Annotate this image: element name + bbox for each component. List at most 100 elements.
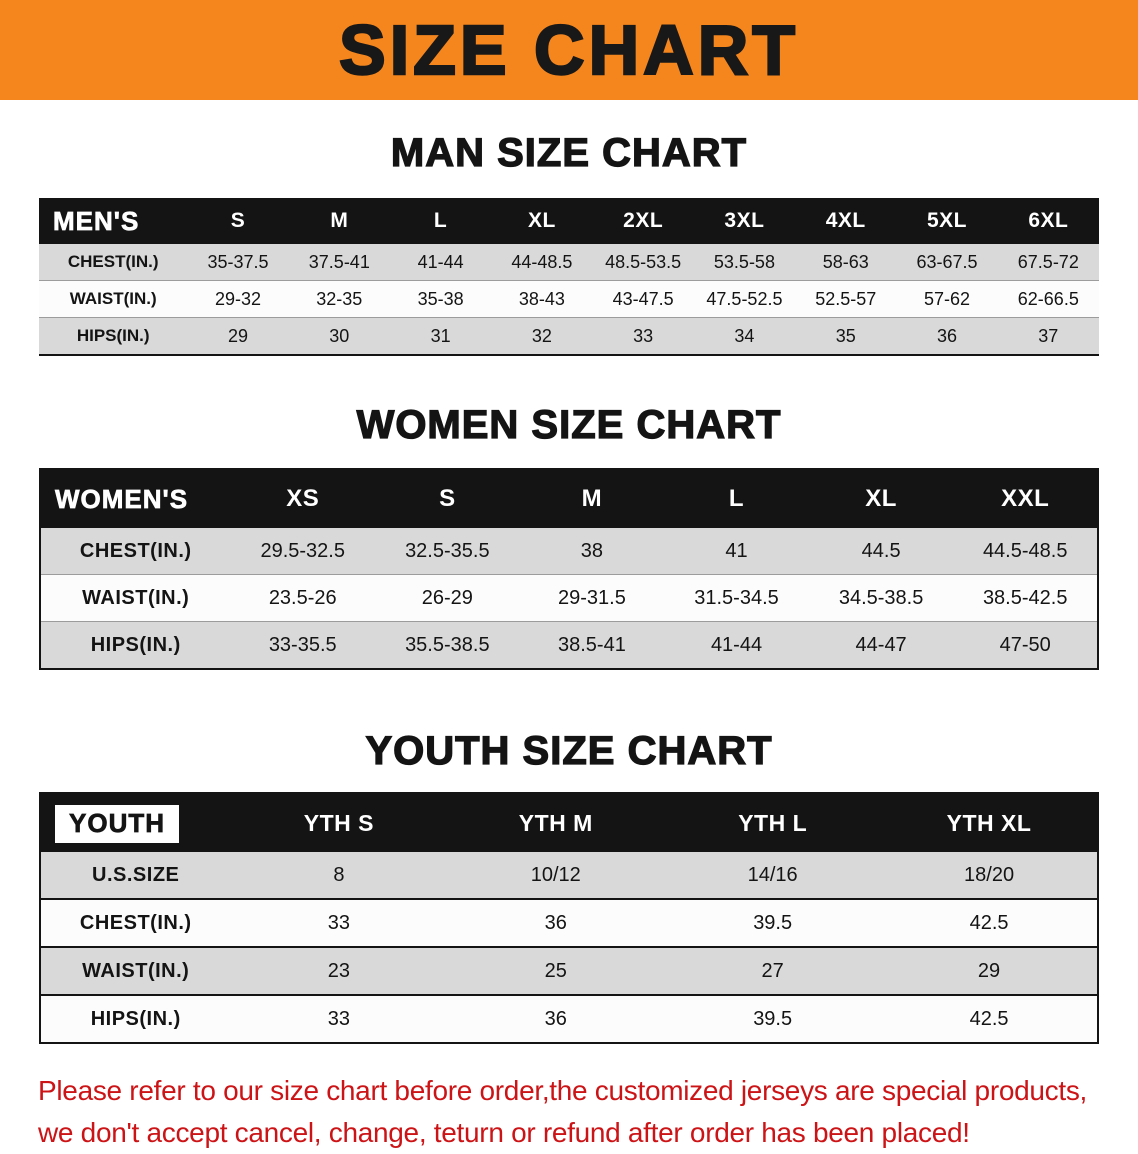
men-chest-in-label: CHEST(IN.) [39, 244, 188, 281]
youth-row-u-s-size: U.S.SIZE 8 10/12 14/16 18/20 [40, 852, 1098, 900]
youth-waist-in-label: WAIST(IN.) [40, 947, 231, 996]
youth-size-header-yth-xl: YTH XL [946, 809, 1032, 836]
women-size-header-xxl: XXL [1001, 485, 1050, 512]
youth-hips-in-yth-l: 39.5 [753, 1007, 793, 1030]
women-waist-in-xxl: 38.5-42.5 [953, 574, 1098, 622]
women-size-header-m: M [581, 485, 603, 512]
youth-chest-in-yth-m: 36 [447, 899, 665, 948]
men-waist-in-xl: 38-43 [491, 280, 593, 318]
men-hips-in-m: 30 [329, 325, 350, 346]
men-waist-in-m: 32-35 [288, 280, 390, 318]
women-chest-in-label: CHEST(IN.) [40, 528, 231, 575]
youth-u-s-size-yth-xl: 18/20 [881, 852, 1098, 900]
men-hips-in-3xl: 34 [734, 325, 755, 346]
men-chest-in-3xl: 53.5-58 [693, 244, 796, 281]
youth-size-header-yth-l: YTH L [738, 809, 808, 836]
youth-section-heading: YOUTH SIZE CHART [365, 728, 773, 773]
women-chest-in-l: 41 [664, 528, 809, 575]
youth-size-table: YOUTH YTH S YTH M YTH L YTH XL U.S.SIZE 8 10/12… [39, 792, 1099, 1044]
youth-row-hips-in: HIPS(IN.) 33 36 39.5 42.5 [40, 995, 1098, 1043]
women-size-header-xs: XS [286, 485, 320, 512]
page-title: SIZE CHART [338, 11, 799, 89]
youth-u-s-size-label: U.S.SIZE [40, 852, 231, 900]
men-hips-in-xl: 32 [531, 325, 552, 346]
men-corner-label: MEN'S [53, 205, 140, 236]
women-header-row: WOMEN'S XS S M L XL XXL [40, 469, 1098, 528]
youth-waist-in-yth-s: 23 [230, 947, 448, 996]
youth-waist-in-yth-l: 27 [664, 947, 882, 996]
men-waist-in-s: 29-32 [187, 280, 289, 318]
women-hips-in-xs: 33-35.5 [268, 633, 337, 656]
women-hips-in-xxl: 47-50 [999, 633, 1051, 656]
men-row-waist-in: WAIST(IN.) 29-32 32-35 35-38 38-43 43-47.5 47.… [39, 280, 1099, 318]
women-waist-in-xl: 34.5-38.5 [808, 574, 954, 622]
women-waist-in-xs: 23.5-26 [230, 574, 376, 622]
men-size-header-5xl: 5XL [926, 209, 967, 232]
footer-notice: Please refer to our size chart before or… [38, 1070, 1100, 1154]
women-hips-in-label: HIPS(IN.) [90, 633, 181, 656]
men-chest-in-m: 37.5-41 [288, 244, 390, 281]
women-hips-in-s: 35.5-38.5 [405, 633, 490, 656]
men-size-table: MEN'S S M L XL 2XL 3XL 4XL 5XL 6XL CHEST(IN.) 35-37… [39, 198, 1099, 356]
women-chest-in-xxl: 44.5-48.5 [953, 528, 1098, 575]
youth-hips-in-label: HIPS(IN.) [90, 1007, 181, 1030]
men-waist-in-3xl: 47.5-52.5 [693, 280, 796, 318]
notice-line-1: Please refer to our size chart before or… [38, 1075, 1088, 1106]
youth-row-chest-in: CHEST(IN.) 33 36 39.5 42.5 [40, 899, 1098, 948]
youth-u-s-size-yth-l: 14/16 [664, 852, 882, 900]
women-row-hips-in: HIPS(IN.) 33-35.5 35.5-38.5 38.5-41 41-44 44-… [40, 621, 1098, 669]
men-waist-in-5xl: 57-62 [896, 280, 998, 318]
men-hips-in-5xl: 36 [936, 325, 958, 346]
men-hips-in-2xl: 33 [633, 325, 654, 346]
men-waist-in-l: 35-38 [389, 280, 492, 318]
youth-chest-in-yth-l: 39.5 [664, 899, 882, 948]
men-chest-in-6xl: 67.5-72 [997, 244, 1099, 281]
youth-hips-in-yth-m: 36 [544, 1007, 567, 1030]
men-size-section: MAN SIZE CHART MEN'S S M L XL 2XL 3XL 4XL 5XL 6XL… [0, 130, 1138, 356]
youth-waist-in-yth-m: 25 [447, 947, 665, 996]
youth-u-s-size-yth-m: 10/12 [447, 852, 665, 900]
women-chest-in-s: 32.5-35.5 [375, 528, 520, 575]
men-size-header-3xl: 3XL [724, 209, 765, 232]
men-size-header-6xl: 6XL [1028, 209, 1069, 232]
men-size-header-l: L [433, 209, 448, 232]
women-corner-label: WOMEN'S [55, 483, 189, 514]
women-size-header-xl: XL [865, 485, 897, 512]
youth-size-section: YOUTH SIZE CHART YOUTH YTH S YTH M YTH L YTH… [0, 728, 1138, 1044]
men-size-header-m: M [330, 209, 349, 232]
men-chest-in-s: 35-37.5 [187, 244, 289, 281]
youth-chest-in-yth-xl: 42.5 [881, 899, 1098, 948]
notice-line-2: we don't accept cancel, change, teturn o… [38, 1117, 970, 1148]
men-row-hips-in: HIPS(IN.) 29 30 31 32 33 34 35 36 37 [39, 317, 1099, 355]
women-row-waist-in: WAIST(IN.) 23.5-26 26-29 29-31.5 31.5-34.5 34… [40, 574, 1098, 622]
women-size-header-s: S [439, 485, 456, 512]
men-size-header-4xl: 4XL [825, 209, 866, 232]
banner: SIZE CHART [0, 0, 1138, 100]
men-chest-in-l: 41-44 [389, 244, 492, 281]
women-waist-in-label: WAIST(IN.) [40, 574, 231, 622]
youth-chest-in-yth-s: 33 [230, 899, 448, 948]
men-hips-in-4xl: 35 [835, 325, 856, 346]
youth-u-s-size-yth-s: 8 [230, 852, 448, 900]
youth-waist-in-yth-xl: 29 [881, 947, 1098, 996]
men-row-chest-in: CHEST(IN.) 35-37.5 37.5-41 41-44 44-48.5 48.5… [39, 244, 1099, 281]
youth-chest-in-label: CHEST(IN.) [40, 899, 231, 948]
women-size-header-l: L [728, 485, 745, 512]
youth-header-row: YOUTH YTH S YTH M YTH L YTH XL [40, 793, 1098, 852]
men-waist-in-4xl: 52.5-57 [795, 280, 897, 318]
women-section-heading: WOMEN SIZE CHART [356, 402, 782, 447]
men-chest-in-2xl: 48.5-53.5 [592, 244, 694, 281]
women-hips-in-l: 41-44 [710, 633, 763, 656]
youth-hips-in-yth-xl: 42.5 [969, 1007, 1009, 1030]
women-row-chest-in: CHEST(IN.) 29.5-32.5 32.5-35.5 38 41 44.5 44.5… [40, 528, 1098, 575]
men-hips-in-label: HIPS(IN.) [76, 326, 150, 345]
women-size-section: WOMEN SIZE CHART WOMEN'S XS S M L XL XXL CHEST(… [0, 402, 1138, 670]
youth-hips-in-yth-s: 33 [327, 1007, 350, 1030]
women-waist-in-m: 29-31.5 [519, 574, 665, 622]
women-hips-in-m: 38.5-41 [558, 633, 626, 656]
men-waist-in-label: WAIST(IN.) [39, 280, 188, 318]
women-chest-in-xl: 44.5 [808, 528, 954, 575]
men-section-heading: MAN SIZE CHART [390, 130, 748, 175]
men-hips-in-l: 31 [430, 325, 451, 346]
